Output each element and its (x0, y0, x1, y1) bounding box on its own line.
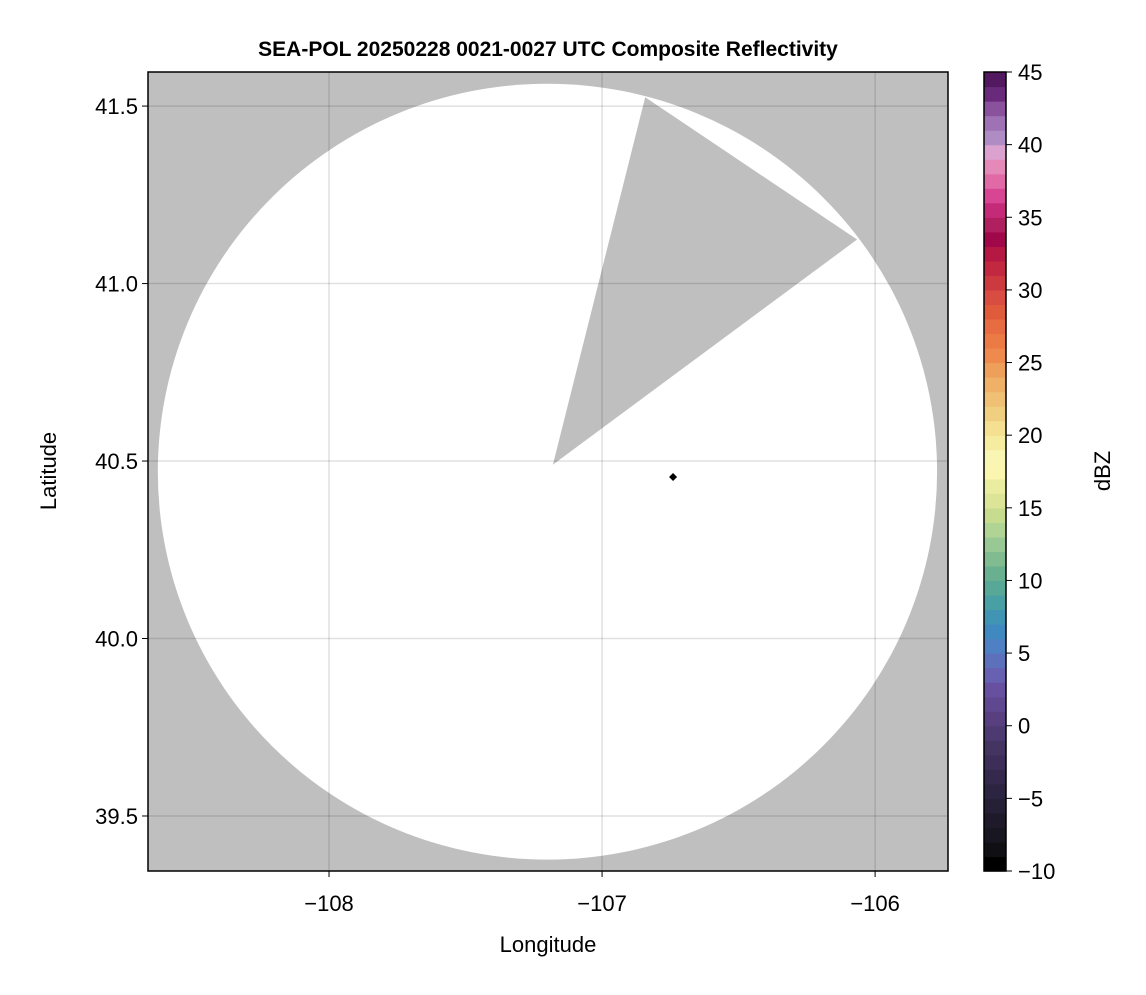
y-axis: 39.5 40.0 40.5 41.0 41.5 (95, 94, 148, 829)
colorbar-frame (983, 71, 1007, 872)
x-tick-label: −106 (850, 891, 900, 916)
colorbar-bin (984, 696, 1006, 712)
colorbar-bin (984, 536, 1006, 552)
colorbar-bin (984, 507, 1006, 523)
colorbar-bin (984, 217, 1006, 233)
plot-area (147, 71, 949, 872)
y-axis-label: Latitude (36, 432, 61, 510)
colorbar-bin (984, 493, 1006, 509)
colorbar-bin (984, 478, 1006, 494)
radar-site-marker (669, 473, 678, 482)
colorbar-bin (984, 362, 1006, 378)
colorbar-bin (984, 565, 1006, 582)
colorbar-bin (984, 682, 1006, 698)
colorbar-bin (984, 754, 1006, 770)
colorbar-bin (984, 318, 1006, 335)
y-tick-label: 40.5 (95, 449, 138, 474)
colorbar-tick-label: 30 (1018, 278, 1042, 303)
colorbar-bin (984, 246, 1006, 262)
colorbar-bin (984, 609, 1006, 625)
colorbar-bin (984, 144, 1006, 160)
colorbar-bin (984, 769, 1006, 785)
colorbar-label: dBZ (1090, 451, 1115, 491)
colorbar-bin (984, 638, 1006, 654)
colorbar-bin (984, 653, 1006, 669)
colorbar-bin (984, 159, 1006, 175)
colorbar-tick-label: 40 (1018, 133, 1042, 158)
colorbar-bin (984, 275, 1006, 291)
colorbar-tick-label: −10 (1018, 859, 1055, 884)
colorbar-bin (984, 464, 1006, 480)
colorbar-bin (984, 435, 1006, 451)
colorbar-tick-label: 35 (1018, 205, 1042, 230)
colorbar-bin (984, 377, 1006, 393)
colorbar-tick-label: 45 (1018, 60, 1042, 85)
colorbar-tick-label: 15 (1018, 496, 1042, 521)
colorbar-bin (984, 711, 1006, 727)
blocked-sector-wedge (552, 97, 858, 465)
colorbar-bin (984, 740, 1006, 756)
colorbar-bin (984, 101, 1006, 117)
colorbar: −10 −5 0 5 10 15 20 25 30 35 40 45 (983, 60, 1055, 884)
colorbar-bin (984, 348, 1006, 364)
colorbar-bin (984, 420, 1006, 436)
colorbar-tick-label: −5 (1018, 786, 1043, 811)
colorbar-bin (984, 798, 1006, 814)
colorbar-bin (984, 391, 1006, 407)
colorbar-tick-label: 25 (1018, 351, 1042, 376)
colorbar-bin (984, 856, 1006, 872)
colorbar-bin (984, 115, 1006, 131)
colorbar-tick-label: 0 (1018, 714, 1030, 739)
colorbar-bin (984, 522, 1006, 538)
y-tick-label: 41.0 (95, 272, 138, 297)
colorbar-tick-label: 10 (1018, 568, 1042, 593)
colorbar-bin (984, 783, 1006, 799)
colorbar-bin (984, 667, 1006, 683)
colorbar-bin (984, 551, 1006, 567)
colorbar-bin (984, 594, 1006, 611)
x-tick-label: −108 (304, 891, 354, 916)
y-tick-label: 40.0 (95, 627, 138, 652)
chart-title: SEA-POL 20250228 0021-0027 UTC Composite… (258, 38, 838, 61)
colorbar-bin (984, 289, 1006, 306)
radar-coverage-disc (157, 83, 938, 860)
y-tick-label: 41.5 (95, 94, 138, 119)
colorbar-bin (984, 725, 1006, 741)
colorbar-bin (984, 304, 1006, 320)
colorbar-bin (984, 812, 1006, 829)
colorbar-bin (984, 72, 1006, 88)
colorbar-bin (984, 333, 1006, 349)
colorbar-bin (984, 173, 1006, 189)
colorbar-bin (984, 86, 1006, 102)
x-axis: −108 −107 −106 (304, 871, 900, 916)
colorbar-bin (984, 449, 1006, 465)
plot-frame (147, 71, 949, 872)
y-tick-label: 39.5 (95, 804, 138, 829)
colorbar-bin (984, 841, 1006, 858)
colorbar-bin (984, 580, 1006, 596)
colorbar-bin (984, 624, 1006, 640)
colorbar-bin (984, 827, 1006, 843)
colorbar-bin (984, 188, 1006, 204)
colorbar-bin (984, 231, 1006, 247)
colorbar-bin (984, 406, 1006, 422)
x-axis-label: Longitude (500, 932, 597, 957)
colorbar-tick-label: 20 (1018, 423, 1042, 448)
colorbar-bin (984, 130, 1006, 146)
x-tick-label: −107 (577, 891, 627, 916)
colorbar-bin (984, 260, 1006, 276)
colorbar-tick-label: 5 (1018, 641, 1030, 666)
colorbar-bin (984, 202, 1006, 218)
